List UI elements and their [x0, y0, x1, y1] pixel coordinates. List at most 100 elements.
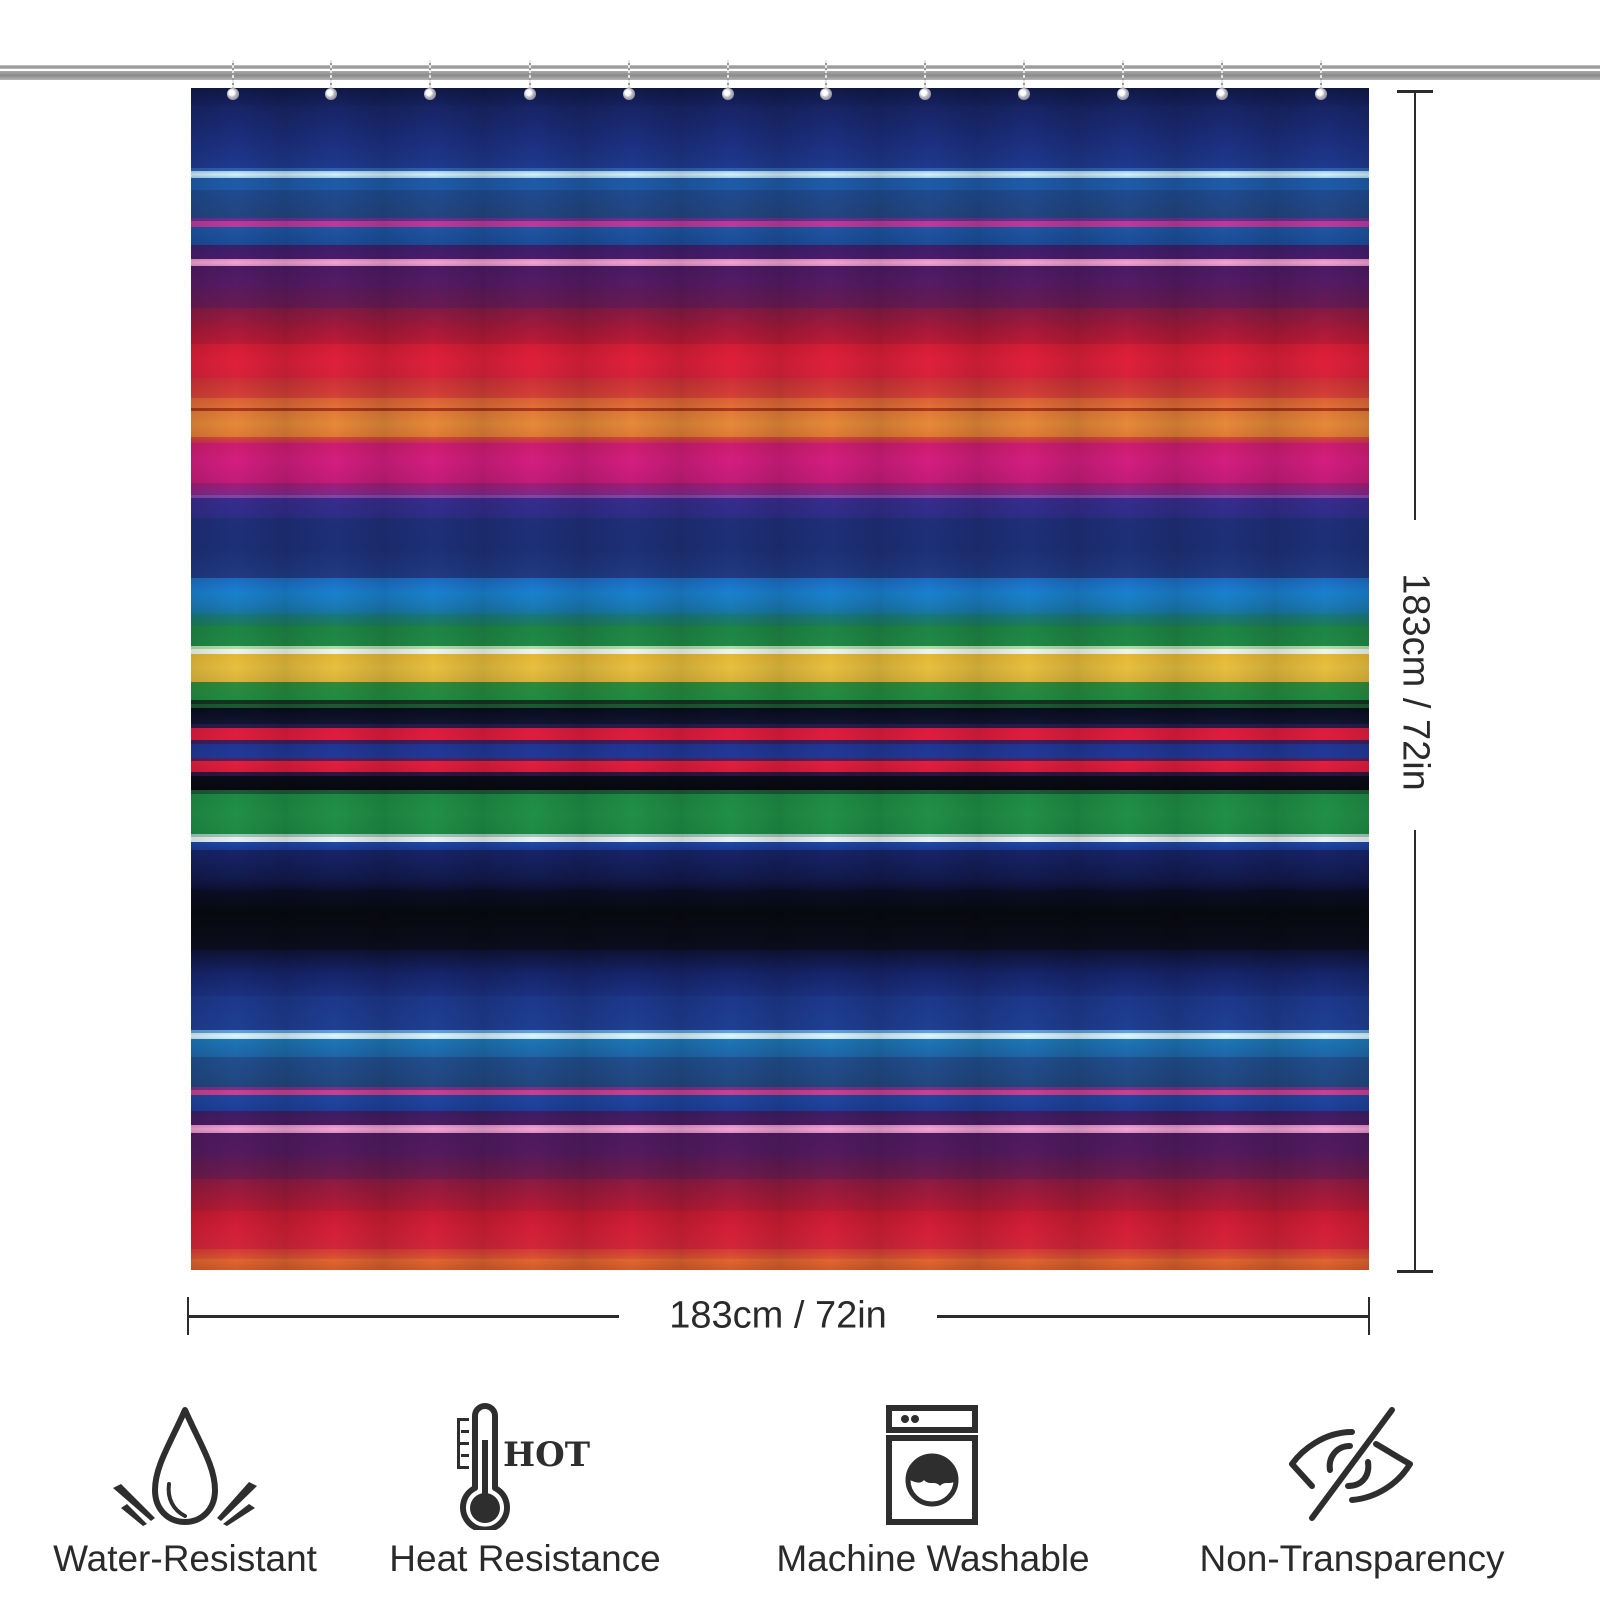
stripe [191, 1125, 1369, 1133]
stripe [191, 398, 1369, 408]
stripe [191, 286, 1369, 308]
feature-non-transparency: Non-Transparency [1182, 1400, 1522, 1590]
stripe [191, 772, 1369, 776]
stripe [191, 682, 1369, 700]
stripe [191, 518, 1369, 578]
curtain-hook-icon [919, 60, 931, 102]
stripe [191, 704, 1369, 708]
stripe [191, 728, 1369, 740]
stripe [191, 221, 1369, 227]
stripe [191, 837, 1369, 842]
feature-label: Machine Washable [776, 1538, 1090, 1579]
stripe [191, 378, 1369, 398]
stripe [191, 834, 1369, 837]
thermometer-hot-icon: HOT [457, 1403, 590, 1530]
stripe [191, 227, 1369, 245]
washing-machine-icon [886, 1405, 978, 1525]
stripe [191, 483, 1369, 495]
dimension-segment-right [937, 1315, 1370, 1318]
curtain-hook-icon [524, 60, 536, 102]
stripe [191, 1259, 1369, 1270]
stripe [191, 649, 1369, 654]
stripe [191, 1179, 1369, 1211]
stripe [191, 790, 1369, 794]
eye-slash-icon [1289, 1407, 1413, 1521]
stripe [191, 626, 1369, 646]
stripe [191, 761, 1369, 772]
width-dimension-label: 183cm / 72in [669, 1294, 887, 1337]
stripe [191, 168, 1369, 171]
stripe [191, 614, 1369, 626]
stripe [191, 437, 1369, 443]
stripe [191, 1157, 1369, 1179]
stripe [191, 1249, 1369, 1259]
water-drop-icon [113, 1407, 257, 1526]
feature-water-resistant: Water-Resistant [15, 1400, 355, 1590]
stripe [191, 106, 1369, 168]
stripe [191, 411, 1369, 437]
curtain-hook-icon [325, 60, 337, 102]
stripe [191, 776, 1369, 790]
dimension-segment-top [1414, 90, 1416, 520]
serape-stripe-pattern [191, 88, 1369, 1270]
curtain-hook-icon [1018, 60, 1030, 102]
dimension-segment-left [187, 1315, 619, 1318]
stripe [191, 266, 1369, 286]
stripe [191, 646, 1369, 649]
feature-machine-washable: Machine Washable [763, 1400, 1103, 1590]
stripe [191, 744, 1369, 758]
stripe [191, 171, 1369, 178]
feature-label: Water-Resistant [53, 1538, 317, 1579]
stripe [191, 1211, 1369, 1249]
stripe [191, 794, 1369, 834]
stripe [191, 498, 1369, 518]
stripe [191, 178, 1369, 190]
stripe [191, 724, 1369, 728]
curtain-hook-icon [1117, 60, 1129, 102]
dimension-cap-bottom [1397, 1270, 1433, 1273]
stripe [191, 950, 1369, 996]
stripe [191, 740, 1369, 744]
stripe [191, 890, 1369, 950]
stripe [191, 495, 1369, 498]
stripe [191, 259, 1369, 266]
curtain-hook-icon [227, 60, 239, 102]
curtain-hook-icon [1315, 60, 1327, 102]
stripe [191, 850, 1369, 890]
dimension-segment-bottom [1414, 830, 1416, 1273]
stripe [191, 1095, 1369, 1111]
curtain-rod-top [0, 65, 1600, 69]
stripe [191, 700, 1369, 704]
height-dimension-label: 183cm / 72in [1394, 573, 1437, 791]
curtain-hook-icon [722, 60, 734, 102]
curtain-hook-icon [623, 60, 635, 102]
curtain-hook-icon [1216, 60, 1228, 102]
stripe [191, 1057, 1369, 1087]
stripe [191, 996, 1369, 1030]
stripe [191, 308, 1369, 344]
stripe [191, 245, 1369, 259]
feature-heat-resistance: HOT Heat Resistance [355, 1400, 695, 1590]
stripe [191, 218, 1369, 221]
svg-text:HOT: HOT [503, 1435, 590, 1475]
stripe [191, 190, 1369, 218]
feature-label: Non-Transparency [1199, 1538, 1505, 1579]
stripe [191, 1039, 1369, 1057]
stripe [191, 1090, 1369, 1095]
feature-label: Heat Resistance [389, 1538, 661, 1579]
stripe [191, 654, 1369, 682]
stripe [191, 1087, 1369, 1090]
stripe [191, 842, 1369, 850]
stripe [191, 443, 1369, 483]
dimension-cap-right [1368, 1297, 1370, 1335]
shower-curtain [191, 88, 1369, 1270]
curtain-hook-icon [820, 60, 832, 102]
stripe [191, 344, 1369, 378]
curtain-hook-icon [424, 60, 436, 102]
curtain-rod [0, 71, 1600, 80]
stripe [191, 592, 1369, 614]
height-dimension-line [1397, 90, 1433, 1273]
stripe [191, 88, 1369, 106]
width-dimension-line [187, 1297, 1370, 1335]
stripe [191, 1030, 1369, 1033]
